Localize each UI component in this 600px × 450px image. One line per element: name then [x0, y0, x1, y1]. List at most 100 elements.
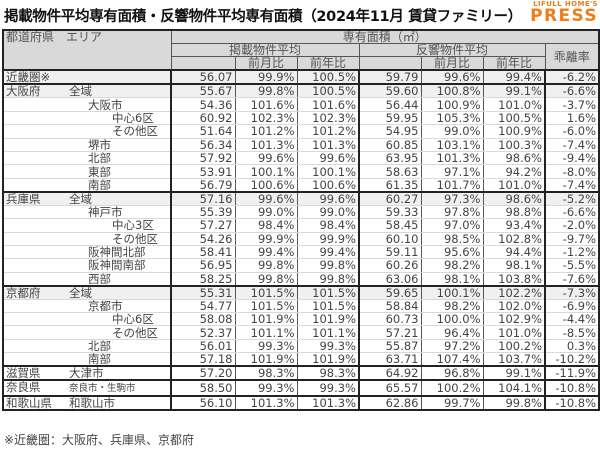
gap-rate-cell: -1.2% — [543, 245, 600, 260]
listed-avg-cell: 56.79 — [170, 178, 235, 193]
inquiry-avg-cell: 54.95 — [358, 124, 421, 139]
inquiry-yoy-cell: 99.8% — [482, 395, 545, 412]
inquiry-yoy-cell: 100.5% — [482, 111, 545, 126]
inquiry-mom-cell: 97.3% — [420, 190, 483, 206]
gap-rate-cell: -5.2% — [543, 190, 600, 206]
gap-rate-cell: -10.2% — [543, 352, 600, 367]
footnote: ※近畿圏：大阪府、兵庫県、京都府 — [4, 433, 195, 447]
listed-yoy-cell: 101.6% — [296, 97, 359, 112]
row-label: 南部 — [3, 352, 171, 367]
listed-mom-cell: 99.4% — [234, 245, 297, 260]
inquiry-avg-cell: 60.27 — [358, 190, 421, 206]
table-row: 中心3区 57.27 98.4% 98.4% 58.45 97.0% 93.4% -2.0% — [3, 218, 600, 233]
area-label: 全域 — [69, 84, 92, 98]
inquiry-avg-cell: 59.79 — [358, 69, 421, 85]
inquiry-mom-cell: 97.2% — [420, 339, 483, 354]
header-area: 都道府県 エリア — [2, 29, 172, 71]
header-inquiry-yoy: 前年比 — [482, 56, 546, 71]
page-title: 掲載物件平均専有面積・反響物件平均専有面積（2024年11月 賃貸ファミリー） — [4, 9, 522, 25]
listed-avg-cell: 54.77 — [170, 299, 235, 314]
inquiry-mom-cell: 100.8% — [420, 83, 483, 99]
listed-mom-cell: 101.1% — [234, 325, 297, 340]
listed-mom-cell: 99.8% — [234, 83, 297, 99]
area-label: その他区 — [112, 124, 158, 139]
listed-yoy-cell: 100.1% — [296, 164, 359, 179]
area-label: 南部 — [88, 178, 111, 192]
listed-yoy-cell: 99.8% — [296, 258, 359, 273]
prefecture-label: 大阪府 — [6, 84, 41, 98]
row-label: 中心6区 — [3, 312, 171, 327]
listed-mom-cell: 101.3% — [234, 138, 297, 152]
table-row: 中心6区 58.08 101.9% 101.9% 60.73 100.0% 102.9% -4… — [3, 312, 600, 327]
table-row: 阪神間北部 58.41 99.4% 99.4% 59.11 95.6% 94.4% -1.2% — [3, 245, 600, 260]
row-label: その他区 — [3, 124, 171, 139]
listed-mom-cell: 101.9% — [234, 312, 297, 327]
row-label: 兵庫県 全域 — [3, 190, 171, 206]
listed-avg-cell: 54.26 — [170, 232, 235, 246]
inquiry-avg-cell: 60.26 — [358, 258, 421, 273]
gap-rate-cell: -3.7% — [543, 97, 600, 112]
row-label: 和歌山県 和歌山市 — [3, 395, 171, 412]
area-label: 東部 — [88, 164, 111, 179]
gap-rate-cell: -7.3% — [543, 284, 600, 300]
listed-avg-cell: 57.20 — [170, 365, 235, 381]
listed-avg-cell: 58.41 — [170, 245, 235, 260]
inquiry-yoy-cell: 102.8% — [482, 232, 545, 246]
gap-rate-cell: -6.2% — [543, 69, 600, 85]
listed-yoy-cell: 98.4% — [296, 218, 359, 233]
logo-wordmark: PRESS — [530, 6, 598, 26]
inquiry-mom-cell: 100.9% — [420, 97, 483, 112]
inquiry-mom-cell: 98.5% — [420, 232, 483, 246]
inquiry-avg-cell: 61.35 — [358, 178, 421, 193]
inquiry-avg-cell: 59.60 — [358, 83, 421, 99]
listed-avg-cell: 55.31 — [170, 284, 235, 300]
table-row: その他区 51.64 101.2% 101.2% 54.95 99.0% 100.9% -6.… — [3, 124, 600, 139]
row-label: 堺市 — [3, 138, 171, 152]
inquiry-mom-cell: 95.6% — [420, 245, 483, 260]
gap-rate-cell: -9.4% — [543, 151, 600, 166]
inquiry-yoy-cell: 103.8% — [482, 272, 545, 287]
area-label: 北部 — [88, 151, 111, 165]
gap-rate-cell: -2.0% — [543, 218, 600, 233]
listed-yoy-cell: 99.9% — [296, 232, 359, 246]
gap-rate-cell: -8.5% — [543, 325, 600, 340]
inquiry-yoy-cell: 102.9% — [482, 312, 545, 327]
listed-mom-cell: 101.3% — [234, 395, 297, 412]
listed-avg-cell: 56.95 — [170, 258, 235, 273]
row-label: 奈良県 奈良市・生駒市 — [3, 379, 171, 397]
inquiry-yoy-cell: 101.0% — [482, 178, 545, 193]
table-row: 東部 53.91 100.1% 100.1% 58.63 97.1% 94.2% -8.0% — [3, 164, 600, 179]
listed-avg-cell: 58.50 — [170, 379, 235, 397]
gap-rate-cell: -7.4% — [543, 178, 600, 193]
table-row: 南部 57.18 101.9% 101.9% 63.71 107.4% 103.7% -10.… — [3, 352, 600, 367]
area-label: 中心6区 — [112, 111, 154, 125]
listed-mom-cell: 99.0% — [234, 205, 297, 220]
row-label: 東部 — [3, 164, 171, 179]
listed-avg-cell: 57.92 — [170, 151, 235, 166]
table-row: 中心6区 60.92 102.3% 102.3% 59.95 105.3% 100.5% 1.… — [3, 111, 600, 126]
listed-yoy-cell: 99.3% — [296, 339, 359, 354]
listed-mom-cell: 100.6% — [234, 178, 297, 193]
inquiry-avg-cell: 63.95 — [358, 151, 421, 166]
area-label: 奈良市・生駒市 — [69, 383, 136, 395]
header-listed-mom: 前月比 — [234, 56, 298, 71]
inquiry-yoy-cell: 94.2% — [482, 164, 545, 179]
table-row: 和歌山県 和歌山市 56.10 101.3% 101.3% 62.86 99.7% 99.8%… — [3, 395, 600, 412]
listed-avg-cell: 58.08 — [170, 312, 235, 327]
table-row: 南部 56.79 100.6% 100.6% 61.35 101.7% 101.0% -7.4… — [3, 178, 600, 193]
gap-rate-cell: -7.6% — [543, 272, 600, 287]
listed-avg-cell: 57.18 — [170, 352, 235, 367]
gap-rate-cell: -6.0% — [543, 124, 600, 139]
table-row: 西部 58.25 99.8% 99.8% 63.06 98.1% 103.8% -7.6% — [3, 272, 600, 287]
area-label: 和歌山市 — [69, 396, 115, 411]
area-label: 北部 — [88, 339, 111, 353]
inquiry-avg-cell: 63.06 — [358, 272, 421, 287]
press-logo: LIFULL HOME'S PRESS — [530, 1, 598, 25]
inquiry-avg-cell: 58.84 — [358, 299, 421, 314]
row-label: 大阪府 全域 — [3, 83, 171, 99]
listed-yoy-cell: 101.5% — [296, 284, 359, 300]
inquiry-avg-cell: 64.92 — [358, 365, 421, 381]
listed-yoy-cell: 99.3% — [296, 379, 359, 397]
table-row: 堺市 56.34 101.3% 101.3% 60.85 103.1% 100.3% -7.4… — [3, 138, 600, 152]
table-row: 神戸市 55.39 99.0% 99.0% 59.33 97.8% 98.8% -6.6% — [3, 205, 600, 220]
